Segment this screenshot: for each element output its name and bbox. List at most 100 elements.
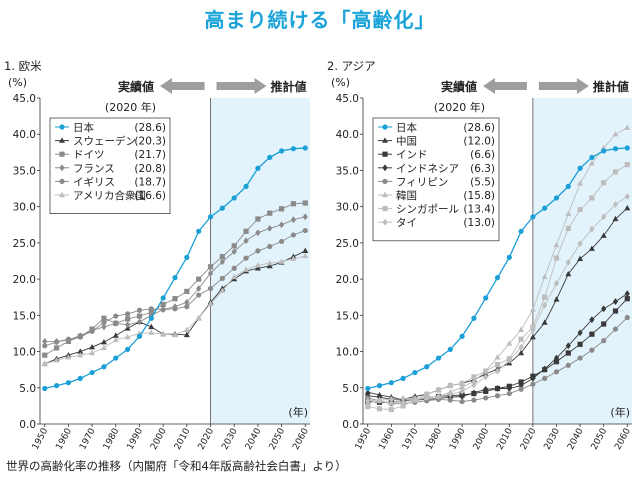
x-tick-label: 2060 xyxy=(291,426,311,451)
data-point xyxy=(290,232,297,238)
data-point xyxy=(518,349,525,356)
data-point xyxy=(267,225,273,232)
data-point xyxy=(589,154,595,161)
series-6 xyxy=(41,252,309,367)
legend-marker xyxy=(382,164,388,172)
data-point xyxy=(53,339,60,345)
data-point xyxy=(459,398,465,405)
legend-marker xyxy=(59,164,65,172)
y-unit-label: (%) xyxy=(8,76,27,89)
data-point xyxy=(113,313,119,319)
legend-entry-5: イギリス (18.7) xyxy=(55,176,166,188)
chart-panel-2: 0.0 5.0 10.0 15.0 20.0 25.0 30.0 35.0 40.0 45.0 19… xyxy=(327,59,633,452)
data-point xyxy=(302,252,309,259)
data-point xyxy=(459,393,465,400)
data-point xyxy=(125,346,131,352)
data-point xyxy=(365,397,371,405)
data-point xyxy=(184,298,190,306)
data-point xyxy=(243,183,249,189)
projected-arrow xyxy=(538,78,589,94)
data-point xyxy=(207,285,214,292)
legend-entry-2: 中国 (12.0) xyxy=(378,135,495,148)
data-point xyxy=(565,270,572,277)
data-point xyxy=(243,228,249,234)
data-point xyxy=(100,338,107,345)
legend-value: (15.8) xyxy=(463,190,495,202)
legend-entry-8: タイ (13.0) xyxy=(378,217,495,229)
data-point xyxy=(624,314,630,321)
data-point xyxy=(601,305,607,313)
data-point xyxy=(125,316,131,322)
legend-entry-4: フランス (20.8) xyxy=(55,163,166,175)
data-point xyxy=(589,316,595,324)
data-point xyxy=(302,227,308,234)
x-tick-label: 2000 xyxy=(472,426,492,451)
data-point xyxy=(207,214,214,220)
data-point xyxy=(624,296,630,302)
data-point xyxy=(494,385,501,392)
y-tick-label: 45.0 xyxy=(336,93,359,105)
data-point xyxy=(471,397,477,403)
data-point xyxy=(302,213,308,221)
data-point xyxy=(529,333,536,340)
data-point xyxy=(541,273,548,280)
legend-label: シンガポール xyxy=(396,204,459,216)
data-point xyxy=(553,195,560,201)
series-1 xyxy=(42,145,308,392)
data-point xyxy=(518,386,524,392)
legend-box xyxy=(372,117,500,242)
data-point xyxy=(494,361,501,368)
data-point xyxy=(365,385,371,392)
x-tick-label: 2060 xyxy=(613,426,633,451)
data-point xyxy=(89,349,96,356)
y-tick-label: 40.0 xyxy=(336,129,359,141)
data-point xyxy=(42,385,48,392)
data-point xyxy=(470,378,477,384)
data-point xyxy=(624,162,630,168)
data-point xyxy=(160,330,167,337)
data-point xyxy=(494,367,501,375)
y-tick-label: 10.0 xyxy=(336,347,359,359)
data-point xyxy=(148,329,155,335)
legend-entry-3: ドイツ (21.7) xyxy=(55,149,166,161)
data-point xyxy=(365,404,371,410)
data-point xyxy=(612,131,619,137)
legend-entry-6: 韓国 (15.8) xyxy=(378,190,495,202)
data-point xyxy=(494,393,501,399)
data-point xyxy=(589,225,595,233)
x-tick-label: 2020 xyxy=(197,426,217,451)
legend-box xyxy=(49,117,171,214)
data-point xyxy=(530,374,536,382)
data-point xyxy=(195,315,202,321)
data-point xyxy=(518,326,525,333)
y-tick-label: 20.0 xyxy=(13,274,36,286)
y-tick-label: 35.0 xyxy=(13,165,36,177)
x-tick-label: 1960 xyxy=(54,426,74,451)
data-point xyxy=(624,204,631,211)
legend-label: インドネシア xyxy=(396,163,459,175)
legend-value: (12.0) xyxy=(463,136,495,148)
y-tick-label: 5.0 xyxy=(19,383,36,395)
data-point xyxy=(542,365,548,373)
data-point xyxy=(624,145,630,151)
data-point xyxy=(400,395,406,403)
data-point xyxy=(255,216,261,222)
data-point xyxy=(267,243,273,250)
data-point xyxy=(553,369,560,375)
data-point xyxy=(219,205,225,211)
data-point xyxy=(447,346,453,352)
data-point xyxy=(553,241,560,248)
x-tick-label: 1970 xyxy=(78,426,98,451)
data-point xyxy=(172,306,178,312)
y-tick-label: 25.0 xyxy=(13,238,36,250)
data-point xyxy=(588,245,595,251)
x-tick-label: 2050 xyxy=(268,426,288,451)
data-point xyxy=(136,333,143,339)
data-point xyxy=(577,255,584,262)
legend-marker xyxy=(59,191,65,198)
legend-entry-1: 日本 (28.6) xyxy=(55,121,166,134)
data-point xyxy=(148,323,155,330)
data-point xyxy=(577,355,583,361)
y-tick-label: 45.0 xyxy=(13,93,36,105)
